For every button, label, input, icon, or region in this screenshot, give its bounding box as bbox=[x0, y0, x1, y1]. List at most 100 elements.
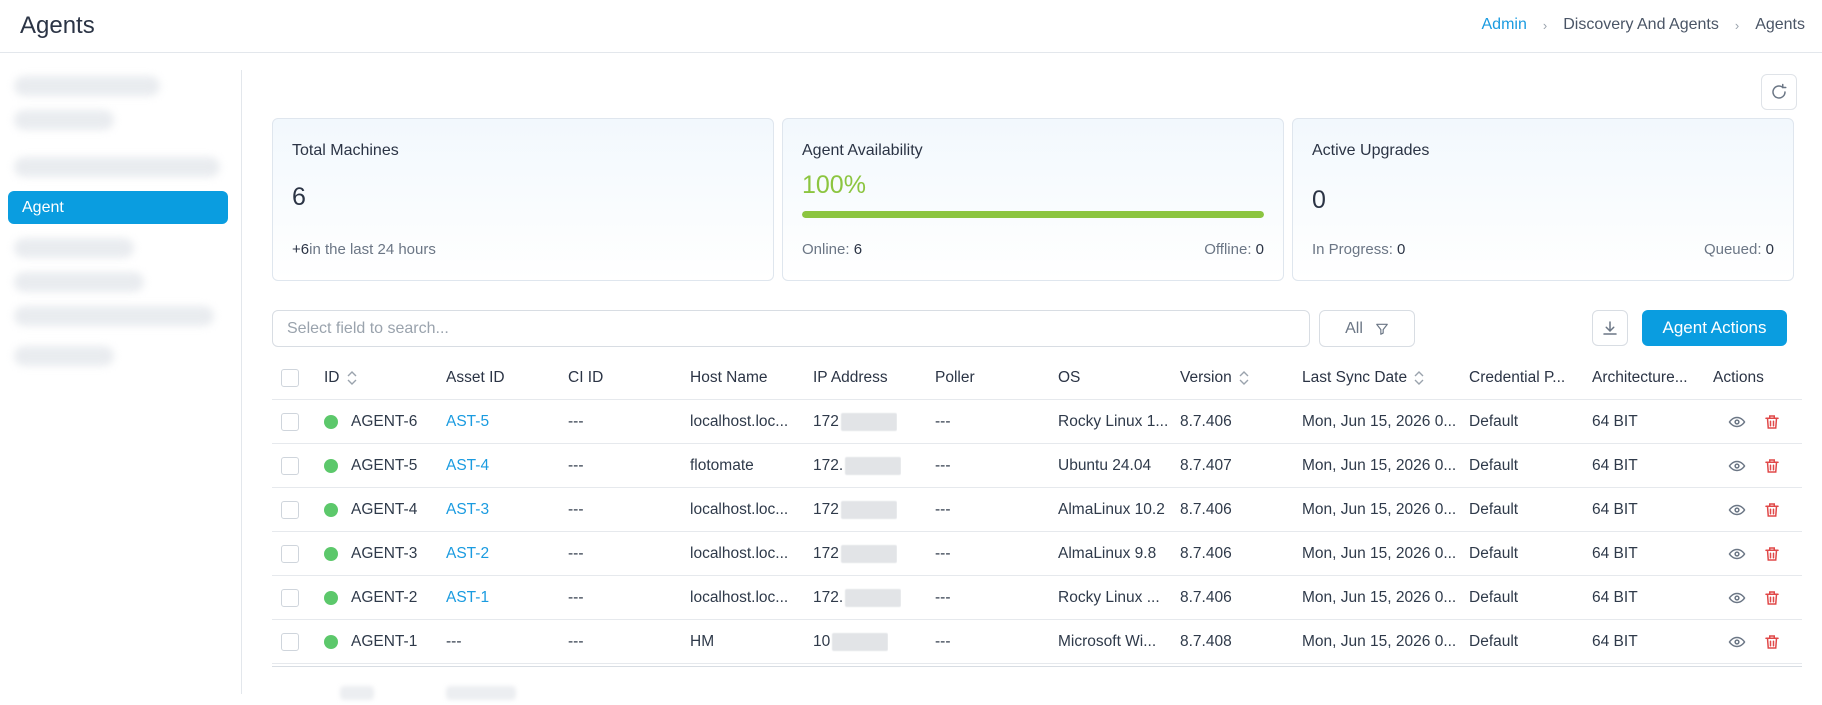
column-header-os: OS bbox=[1058, 368, 1081, 386]
column-header-host-name: Host Name bbox=[690, 368, 768, 386]
ip-redacted bbox=[840, 500, 897, 519]
asset-id-link[interactable]: AST-3 bbox=[446, 500, 490, 518]
row-checkbox[interactable] bbox=[281, 488, 299, 531]
agent-id[interactable]: AGENT-2 bbox=[351, 588, 418, 606]
column-label: Version bbox=[1180, 368, 1232, 386]
sort-icon[interactable] bbox=[1413, 370, 1425, 386]
view-button[interactable] bbox=[1728, 633, 1746, 651]
pagination-redacted[interactable] bbox=[446, 686, 516, 700]
asset-id-link[interactable]: AST-2 bbox=[446, 544, 490, 562]
poller-cell: --- bbox=[935, 456, 951, 474]
agents-table: ID Asset ID CI ID Host Name IP Address P… bbox=[272, 356, 1802, 664]
host-name-cell: localhost.loc... bbox=[690, 544, 789, 562]
view-button[interactable] bbox=[1728, 413, 1746, 431]
column-header-architecture: Architecture... bbox=[1592, 368, 1688, 386]
breadcrumb-discovery[interactable]: Discovery And Agents bbox=[1563, 16, 1719, 33]
view-button[interactable] bbox=[1728, 589, 1746, 607]
breadcrumb-admin[interactable]: Admin bbox=[1481, 16, 1527, 33]
sidebar-item-redacted[interactable] bbox=[14, 110, 114, 130]
select-all-checkbox[interactable] bbox=[281, 356, 299, 399]
sidebar-item-redacted[interactable] bbox=[14, 306, 214, 326]
eye-icon bbox=[1728, 548, 1746, 559]
credential-cell: Default bbox=[1469, 588, 1519, 606]
agent-id-cell: AGENT-6 bbox=[324, 400, 417, 443]
row-checkbox[interactable] bbox=[281, 444, 299, 487]
agent-id[interactable]: AGENT-6 bbox=[351, 412, 418, 430]
sidebar-item-redacted[interactable] bbox=[14, 238, 134, 258]
os-cell: Rocky Linux 1... bbox=[1058, 412, 1169, 430]
download-button[interactable] bbox=[1592, 310, 1628, 346]
view-button[interactable] bbox=[1728, 457, 1746, 475]
queued-value: 0 bbox=[1765, 241, 1774, 258]
ip-redacted bbox=[845, 456, 902, 475]
row-checkbox[interactable] bbox=[281, 620, 299, 663]
delete-button[interactable] bbox=[1763, 633, 1781, 651]
pagination-redacted[interactable] bbox=[340, 686, 374, 700]
search-input[interactable]: Select field to search... bbox=[272, 310, 1310, 347]
sidebar-item-redacted[interactable] bbox=[14, 76, 160, 96]
agent-id[interactable]: AGENT-1 bbox=[351, 632, 418, 650]
availability-progress-fill bbox=[802, 211, 1264, 218]
queued-label: Queued: bbox=[1703, 241, 1762, 258]
agent-id[interactable]: AGENT-5 bbox=[351, 456, 418, 474]
eye-icon bbox=[1728, 592, 1746, 603]
horizontal-scrollbar[interactable] bbox=[272, 666, 1802, 667]
sidebar-item-redacted[interactable] bbox=[14, 157, 220, 177]
asset-id-link[interactable]: AST-5 bbox=[446, 412, 490, 430]
ci-id-cell: --- bbox=[568, 500, 584, 518]
agent-id-cell: AGENT-4 bbox=[324, 488, 417, 531]
sidebar-item-redacted[interactable] bbox=[14, 346, 114, 366]
ip-prefix: 172 bbox=[813, 500, 839, 518]
delete-button[interactable] bbox=[1763, 413, 1781, 431]
os-cell: Microsoft Wi... bbox=[1058, 632, 1157, 650]
total-machines-delta: +6in the last 24 hours bbox=[292, 241, 436, 258]
row-checkbox[interactable] bbox=[281, 532, 299, 575]
row-checkbox[interactable] bbox=[281, 400, 299, 443]
sidebar-item-agent[interactable]: Agent bbox=[8, 191, 228, 224]
table-row[interactable]: AGENT-6 AST-5 --- localhost.loc... 172 --- Roc… bbox=[272, 400, 1802, 444]
ip-prefix: 10 bbox=[813, 632, 831, 650]
delete-button[interactable] bbox=[1763, 457, 1781, 475]
last-sync-cell: Mon, Jun 15, 2026 0... bbox=[1302, 632, 1457, 650]
table-header: ID Asset ID CI ID Host Name IP Address P… bbox=[272, 356, 1802, 400]
table-row[interactable]: AGENT-2 AST-1 --- localhost.loc... 172. --- Ro… bbox=[272, 576, 1802, 620]
agent-id[interactable]: AGENT-4 bbox=[351, 500, 418, 518]
sort-icon[interactable] bbox=[346, 370, 358, 386]
agent-id-cell: AGENT-3 bbox=[324, 532, 417, 575]
delete-button[interactable] bbox=[1763, 501, 1781, 519]
actions-cell bbox=[1728, 444, 1781, 487]
view-button[interactable] bbox=[1728, 501, 1746, 519]
view-button[interactable] bbox=[1728, 545, 1746, 563]
row-checkbox[interactable] bbox=[281, 576, 299, 619]
agent-id-cell: AGENT-1 bbox=[324, 620, 417, 663]
asset-id-cell: AST-3 bbox=[446, 488, 489, 531]
filter-dropdown[interactable]: All bbox=[1319, 310, 1415, 347]
delete-button[interactable] bbox=[1763, 545, 1781, 563]
credential-cell: Default bbox=[1469, 544, 1519, 562]
online-count: Online: 6 bbox=[802, 241, 862, 258]
architecture-cell: 64 BIT bbox=[1592, 632, 1638, 650]
agent-actions-button[interactable]: Agent Actions bbox=[1642, 310, 1787, 346]
eye-icon bbox=[1728, 416, 1746, 427]
table-row[interactable]: AGENT-1 --- --- HM 10 --- Microsoft Wi... 8.7.4… bbox=[272, 620, 1802, 664]
asset-id-link[interactable]: AST-1 bbox=[446, 588, 490, 606]
table-row[interactable]: AGENT-5 AST-4 --- flotomate 172. --- Ubuntu 24… bbox=[272, 444, 1802, 488]
status-online-dot bbox=[324, 458, 338, 473]
column-header-id[interactable]: ID bbox=[324, 356, 358, 399]
column-header-version[interactable]: Version bbox=[1180, 356, 1250, 399]
table-row[interactable]: AGENT-4 AST-3 --- localhost.loc... 172 --- Alm… bbox=[272, 488, 1802, 532]
sort-icon[interactable] bbox=[1238, 370, 1250, 386]
delete-button[interactable] bbox=[1763, 589, 1781, 607]
table-row[interactable]: AGENT-3 AST-2 --- localhost.loc... 172 --- Alm… bbox=[272, 532, 1802, 576]
column-header-last-sync-date[interactable]: Last Sync Date bbox=[1302, 356, 1425, 399]
sidebar-item-redacted[interactable] bbox=[14, 272, 144, 292]
online-value: 6 bbox=[853, 241, 863, 258]
refresh-button[interactable] bbox=[1761, 74, 1797, 110]
poller-cell: --- bbox=[935, 632, 951, 650]
asset-id-cell: --- bbox=[446, 620, 462, 663]
asset-id-cell: AST-5 bbox=[446, 400, 489, 443]
in-progress-value: 0 bbox=[1397, 241, 1406, 258]
agent-id[interactable]: AGENT-3 bbox=[351, 544, 418, 562]
asset-id-link[interactable]: AST-4 bbox=[446, 456, 490, 474]
breadcrumb: Admin › Discovery And Agents › Agents bbox=[1482, 16, 1806, 34]
